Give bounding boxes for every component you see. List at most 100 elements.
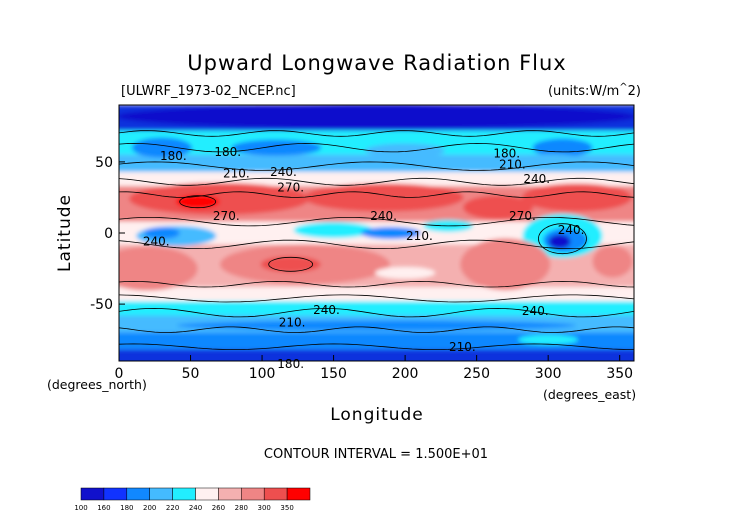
y-tick-label: -50 [90, 297, 113, 313]
colorbar-tick-label: 280 [235, 504, 248, 512]
contour-line [119, 239, 634, 249]
colorbar-tick-label: 300 [258, 504, 271, 512]
y-unit-note: (degrees_north) [47, 377, 147, 392]
field-patch [175, 194, 220, 209]
contour-line [119, 161, 634, 171]
field-patch [143, 227, 180, 239]
colorbar-tick-label: 350 [280, 504, 293, 512]
contour-line [119, 307, 634, 318]
contour-label: 240. [370, 209, 397, 223]
contour-line [119, 294, 634, 303]
band-south-subtropic [119, 287, 634, 302]
contour-line [119, 177, 634, 186]
colorbar-swatch [286, 487, 311, 501]
colorbar-swatch [80, 487, 105, 501]
field-patch [260, 256, 321, 273]
contour-line [119, 326, 634, 333]
field-patch [176, 320, 577, 331]
colorbar-tick-label: 220 [166, 504, 179, 512]
contour-label: 210. [499, 158, 526, 172]
contour-label: 240. [558, 223, 585, 237]
contour-label: 270. [509, 209, 536, 223]
field-patch [119, 246, 198, 291]
field-patch [375, 266, 436, 279]
x-tick-label: 200 [392, 366, 419, 382]
colorbar-tick-label: 100 [74, 504, 87, 512]
heatmap-field [119, 105, 634, 361]
x-tick-label: 250 [463, 366, 490, 382]
chart-title: Upward Longwave Radiation Flux [187, 51, 566, 75]
y-axis-label: Latitude [55, 194, 75, 272]
x-tick-label: 150 [320, 366, 347, 382]
x-tick-label: 0 [115, 366, 124, 382]
contour-line [538, 223, 587, 255]
colorbar-tick-label: 240 [189, 504, 202, 512]
x-axis-label: Longitude [330, 405, 424, 425]
band-north-mid [119, 154, 634, 172]
contour-label: 240. [313, 303, 340, 317]
contour-label: 240. [522, 304, 549, 318]
colorbar: 100 160 180 200 220 240 260 280 300 350 [74, 487, 311, 512]
contour-line [268, 256, 314, 272]
contour-label: 210. [449, 340, 476, 354]
colorbar-tick-label: 180 [120, 504, 133, 512]
contour-line [119, 280, 634, 288]
colorbar-swatch [103, 487, 128, 501]
contour-line [179, 195, 217, 209]
contour-label: 210. [406, 229, 433, 243]
contour-label: 240. [143, 235, 170, 249]
field-patch [518, 334, 579, 345]
field-patch [521, 183, 632, 212]
colorbar-swatch [263, 487, 288, 501]
contour-label: 180. [214, 145, 241, 159]
contour-label: 270. [277, 180, 304, 194]
x-tick-label: 350 [606, 366, 633, 382]
x-tick-label: 100 [249, 366, 276, 382]
colorbar-tick-label: 160 [97, 504, 110, 512]
field-patch [129, 182, 310, 215]
field-patch [460, 238, 551, 291]
field-patch [532, 138, 593, 157]
field-patch [293, 222, 374, 239]
colorbar-tick-label: 200 [143, 504, 156, 512]
field-patch [303, 183, 464, 212]
contour-label: 180. [493, 146, 520, 160]
colorbar-swatch [126, 487, 150, 501]
colorbar-swatch [149, 487, 173, 501]
field-patch [365, 143, 446, 158]
band-north-subtropic [119, 171, 634, 187]
contour-label: 240. [523, 172, 550, 186]
y-tick-label: 50 [95, 155, 113, 171]
field-patch [231, 139, 322, 156]
colorbar-tick-label: 260 [212, 504, 225, 512]
dataset-label: [ULWRF_1973-02_NCEP.nc] [121, 84, 296, 99]
contour-label: 210. [223, 166, 250, 180]
field-patch [119, 105, 634, 129]
colorbar-swatch [195, 487, 219, 501]
contour-label: 240. [270, 165, 297, 179]
contour-interval-label: CONTOUR INTERVAL = 1.500E+01 [264, 447, 488, 462]
y-tick-label: 0 [104, 226, 113, 242]
x-tick-label: 50 [182, 366, 200, 382]
field-patch [508, 153, 589, 170]
contour-line [119, 343, 634, 350]
x-tick-label: 300 [535, 366, 562, 382]
colorbar-swatch [241, 487, 265, 501]
units-label: (units:W/m^2) [548, 82, 641, 99]
contour-label: 180. [160, 149, 187, 163]
contour-line [119, 130, 634, 137]
band-south-mid [119, 301, 634, 316]
x-unit-note: (degrees_east) [543, 387, 636, 402]
colorbar-swatch [218, 487, 242, 501]
band-south-polar [119, 349, 634, 361]
contour-line [119, 142, 634, 153]
field-patch [131, 137, 192, 158]
colorbar-swatch [172, 487, 196, 501]
contour-label: 270. [213, 209, 240, 223]
field-patch [548, 234, 571, 249]
contour-line [119, 217, 634, 227]
contour-label: 210. [279, 316, 306, 330]
contour-label: 180. [277, 357, 304, 371]
field-patch [463, 195, 534, 220]
